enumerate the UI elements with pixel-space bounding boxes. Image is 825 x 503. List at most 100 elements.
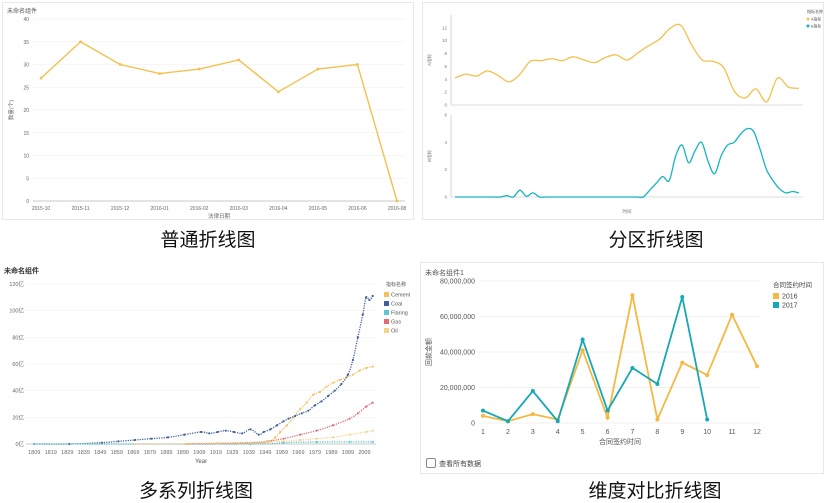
data-point: [395, 199, 399, 203]
data-point: [312, 393, 315, 396]
x-tick-label: 1989: [325, 450, 337, 456]
x-tick-label: 1839: [78, 450, 90, 456]
x-tick-label: 1999: [342, 450, 354, 456]
data-point: [224, 429, 227, 432]
x-tick-label: 10: [703, 429, 711, 436]
data-point: [316, 67, 320, 71]
data-point: [232, 430, 236, 434]
x-tick-label: 2009: [358, 450, 370, 456]
caption-partitioned-line: 分区折线图: [608, 229, 704, 251]
legend-swatch: [384, 301, 389, 306]
y-tick-label: 60,000,000: [440, 314, 475, 321]
data-point: [320, 400, 323, 403]
y-tick-label: 4: [444, 77, 447, 82]
data-point: [241, 432, 244, 435]
data-point: [351, 373, 354, 376]
data-point: [580, 348, 585, 353]
data-point: [285, 424, 288, 427]
x-tick-label: 1809: [28, 450, 40, 456]
legend-label: Gas: [391, 320, 401, 326]
legend-label: B指标: [811, 24, 821, 29]
data-point: [580, 337, 585, 342]
y-tick-label: 5: [26, 176, 29, 182]
data-point: [39, 76, 43, 80]
series-line: [482, 296, 709, 424]
y-tick-label: 40亿: [12, 387, 24, 395]
legend-swatch: [806, 17, 810, 21]
data-point: [371, 440, 374, 444]
data-point: [237, 58, 241, 62]
y-tick-label: 10: [23, 154, 29, 160]
data-point: [282, 440, 285, 443]
x-tick-label: 1949: [259, 450, 271, 456]
data-point: [331, 424, 335, 427]
legend-title: 指标名称: [386, 281, 406, 288]
legend-swatch: [806, 24, 810, 28]
x-tick-label: 2016-08: [388, 206, 407, 212]
series-line: [454, 23, 800, 103]
data-point: [730, 312, 735, 317]
x-tick-label: 2015-11: [72, 206, 90, 212]
x-tick-label: 2016-02: [190, 206, 209, 212]
data-point: [249, 428, 252, 431]
x-tick-label: 1959: [276, 450, 288, 456]
x-tick-label: 2016-04: [269, 206, 288, 212]
data-point: [340, 382, 343, 386]
x-tick-label: 1889: [160, 450, 172, 456]
data-point: [364, 430, 368, 434]
x-tick-label: 1879: [144, 450, 156, 456]
series-line: [454, 127, 800, 199]
x-tick-label: 7: [631, 429, 635, 436]
data-point: [680, 360, 685, 365]
multi-series-line-chart-panel: 未命名组件 0亿 20亿 40亿 60亿 80亿 100亿 120亿 1809 1819 1829…: [2, 262, 410, 472]
data-point: [356, 336, 359, 339]
data-point: [605, 408, 610, 413]
y-tick-label: 40: [23, 17, 29, 23]
data-point: [481, 413, 485, 418]
legend-title: 合同签约时间: [773, 280, 812, 289]
y-tick-label: 80,000,000: [440, 279, 475, 286]
legend-swatch: [773, 302, 779, 308]
data-point: [364, 366, 368, 370]
x-tick-label: 1979: [309, 450, 321, 456]
data-point: [249, 441, 252, 444]
x-tick-label: 1929: [226, 450, 238, 456]
data-point: [705, 373, 710, 378]
view-all-data-checkbox[interactable]: [426, 458, 436, 468]
y-tick-label: 2: [444, 167, 447, 172]
data-point: [282, 420, 285, 423]
data-point: [79, 40, 82, 44]
data-point: [530, 389, 535, 394]
dimension-comparison-line-chart: 0 20,000,000 40,000,000 60,000,000 80,000,00…: [424, 279, 812, 447]
data-point: [325, 385, 328, 388]
data-point: [630, 293, 635, 298]
data-point: [183, 442, 186, 445]
data-point: [133, 438, 137, 442]
basic-line-chart-panel: 未命名组件 0 5 10 15 20 25 30 35 40 2015-10 2015-11 2015…: [2, 2, 414, 220]
y-tick-label: 8: [444, 51, 447, 56]
legend-label: A指标: [811, 17, 821, 22]
y-tick-label: 0: [471, 421, 475, 428]
data-point: [118, 63, 122, 66]
x-tick-label: 2015-10: [32, 206, 51, 212]
data-point: [216, 430, 219, 434]
data-point: [158, 72, 162, 75]
data-point: [361, 313, 364, 316]
data-point: [356, 63, 359, 66]
legend-swatch: [773, 293, 779, 299]
y-tick-label: 6: [444, 113, 447, 118]
x-tick-label: 1969: [292, 450, 304, 456]
x-axis-label: 法律日期: [208, 212, 231, 219]
data-point: [371, 294, 374, 298]
data-point: [294, 414, 297, 418]
y-axis-label: A指标: [426, 54, 433, 67]
series-line: [482, 295, 758, 423]
y-tick-label: 20亿: [12, 413, 24, 421]
caption-dimension-comparison: 维度对比折线图: [588, 480, 722, 502]
x-tick-label: 1899: [177, 450, 189, 456]
data-point: [257, 433, 260, 436]
y-axis-label: B指标: [426, 150, 433, 163]
x-axis-label: 时间: [623, 208, 632, 215]
chart-title: 未命名组件1: [425, 270, 464, 277]
view-all-data-label[interactable]: 查看所有数据: [439, 461, 481, 468]
